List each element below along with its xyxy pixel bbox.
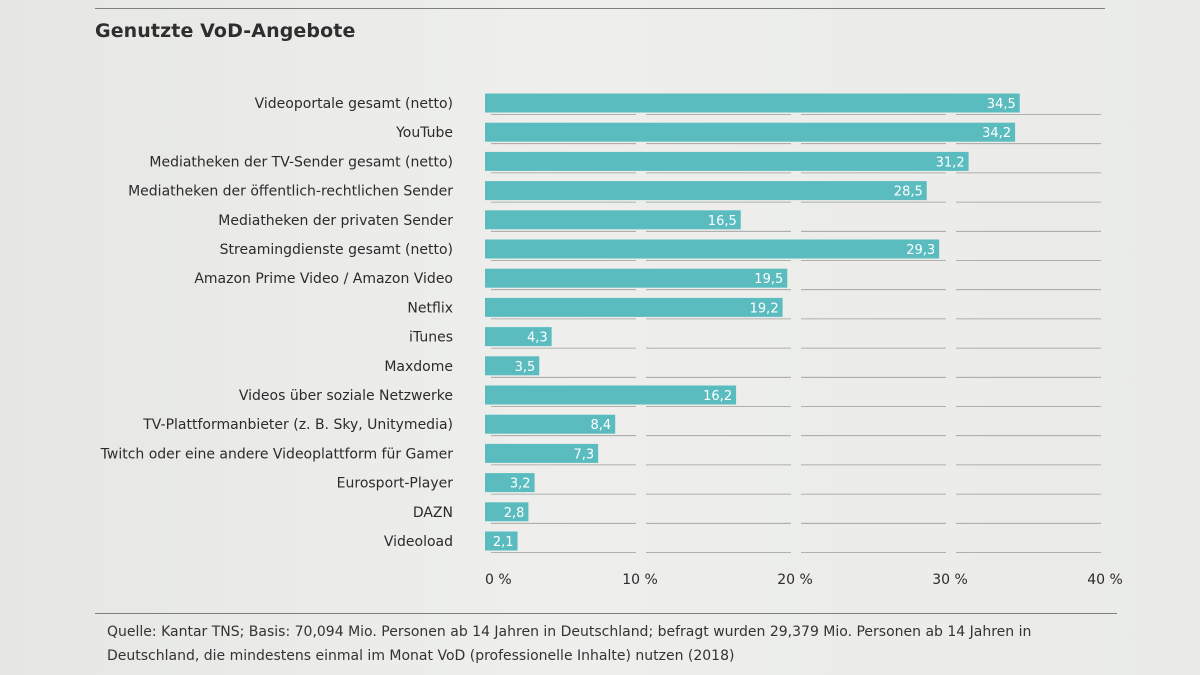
bar-value-label: 34,5 bbox=[987, 97, 1016, 112]
category-label: Videoload bbox=[384, 534, 453, 550]
category-label: Videos über soziale Netzwerke bbox=[239, 388, 453, 404]
category-label: Mediatheken der privaten Sender bbox=[218, 213, 453, 229]
bar-value-label: 4,3 bbox=[527, 331, 548, 346]
category-label: Amazon Prime Video / Amazon Video bbox=[194, 271, 453, 287]
bar bbox=[485, 327, 552, 347]
x-tick-label: 20 % bbox=[777, 572, 813, 588]
category-label: Netflix bbox=[407, 300, 453, 316]
category-label: Eurosport-Player bbox=[337, 476, 454, 492]
category-label: YouTube bbox=[395, 125, 453, 141]
bar-value-label: 2,8 bbox=[504, 506, 525, 521]
bar bbox=[485, 122, 1016, 142]
bar-value-label: 34,2 bbox=[982, 126, 1011, 141]
category-label: DAZN bbox=[413, 505, 453, 521]
bar bbox=[485, 239, 940, 259]
bar-value-label: 31,2 bbox=[936, 155, 965, 170]
bar-value-label: 2,1 bbox=[493, 535, 514, 550]
category-label: Maxdome bbox=[384, 359, 453, 375]
bar-value-label: 29,3 bbox=[906, 243, 935, 258]
bar bbox=[485, 531, 518, 551]
source-note: Quelle: Kantar TNS; Basis: 70,094 Mio. P… bbox=[107, 624, 1032, 664]
x-tick-label: 40 % bbox=[1087, 572, 1123, 588]
bar-value-label: 8,4 bbox=[591, 418, 612, 433]
x-tick-label: 0 % bbox=[485, 572, 512, 588]
bar-value-label: 19,5 bbox=[754, 272, 783, 287]
bar-value-label: 16,2 bbox=[703, 389, 732, 404]
bar bbox=[485, 151, 969, 171]
bar-value-label: 19,2 bbox=[750, 301, 779, 316]
category-label: Videoportale gesamt (netto) bbox=[255, 96, 453, 112]
category-label: iTunes bbox=[409, 330, 453, 346]
bar-value-label: 28,5 bbox=[894, 185, 923, 200]
bar-value-label: 7,3 bbox=[573, 447, 594, 462]
top-rule bbox=[95, 8, 1105, 9]
x-tick-label: 10 % bbox=[622, 572, 658, 588]
category-label: Mediatheken der öffentlich-rechtlichen S… bbox=[128, 184, 453, 200]
category-label: Streamingdienste gesamt (netto) bbox=[220, 242, 453, 258]
chart-title: Genutzte VoD-Angebote bbox=[95, 20, 356, 42]
x-tick-label: 30 % bbox=[932, 572, 968, 588]
category-label: Mediatheken der TV-Sender gesamt (netto) bbox=[149, 154, 453, 170]
bar-value-label: 3,5 bbox=[515, 360, 536, 375]
bottom-rule bbox=[95, 613, 1117, 614]
category-label: Twitch oder eine andere Videoplattform f… bbox=[100, 446, 454, 462]
bar bbox=[485, 443, 599, 463]
bar bbox=[485, 502, 529, 522]
bar bbox=[485, 414, 616, 434]
bar bbox=[485, 473, 535, 493]
bar bbox=[485, 297, 783, 317]
bar-value-label: 16,5 bbox=[708, 214, 737, 229]
bar bbox=[485, 181, 927, 201]
category-label: TV-Plattformanbieter (z. B. Sky, Unityme… bbox=[142, 417, 453, 433]
bar bbox=[485, 385, 737, 405]
bar-value-label: 3,2 bbox=[510, 477, 531, 492]
bar bbox=[485, 210, 741, 230]
bar bbox=[485, 268, 788, 288]
bar bbox=[485, 93, 1020, 113]
bar bbox=[485, 356, 540, 376]
